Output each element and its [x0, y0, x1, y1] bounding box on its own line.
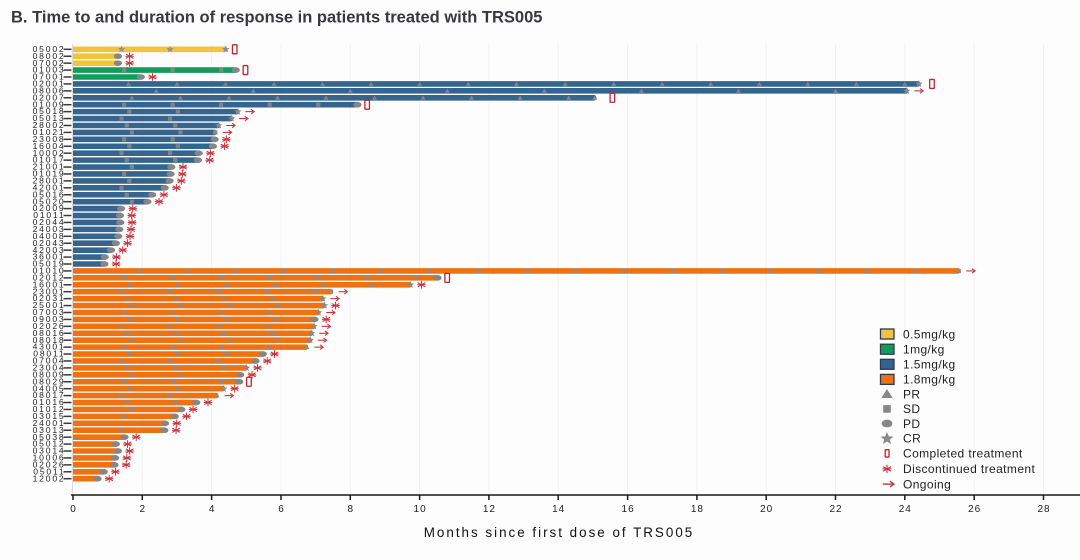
svg-text:05019: 05019: [33, 259, 66, 269]
svg-text:43001: 43001: [33, 342, 66, 352]
svg-text:01011: 01011: [33, 210, 65, 220]
svg-text:03014: 03014: [33, 446, 66, 456]
svg-text:0.5mg/kg: 0.5mg/kg: [903, 327, 956, 341]
svg-text:01010: 01010: [33, 266, 66, 276]
svg-text:1mg/kg: 1mg/kg: [903, 343, 945, 357]
svg-text:02012: 02012: [33, 272, 66, 282]
svg-text:05002: 05002: [33, 44, 66, 54]
svg-text:02007: 02007: [33, 92, 66, 102]
svg-text:01009: 01009: [33, 99, 66, 109]
svg-text:12002: 12002: [33, 473, 66, 483]
svg-text:08009: 08009: [33, 369, 66, 379]
svg-text:18: 18: [691, 504, 704, 515]
svg-text:02031: 02031: [33, 293, 66, 303]
svg-text:05038: 05038: [33, 432, 66, 442]
svg-text:1.5mg/kg: 1.5mg/kg: [903, 358, 956, 372]
svg-text:01003: 01003: [33, 65, 66, 75]
svg-text:16: 16: [622, 504, 635, 515]
svg-text:28: 28: [1037, 504, 1050, 515]
svg-text:02026: 02026: [33, 321, 66, 331]
svg-text:Completed treatment: Completed treatment: [903, 447, 1023, 461]
svg-text:07002: 07002: [33, 58, 66, 68]
svg-text:08017: 08017: [33, 390, 66, 400]
svg-text:21001: 21001: [33, 162, 66, 172]
svg-text:08016: 08016: [33, 328, 66, 338]
svg-text:07003: 07003: [33, 307, 66, 317]
svg-text:03013: 03013: [33, 425, 66, 435]
svg-text:20: 20: [760, 504, 773, 515]
svg-text:0: 0: [70, 504, 77, 515]
svg-text:02044: 02044: [33, 217, 66, 227]
svg-text:42003: 42003: [33, 245, 66, 255]
svg-text:05013: 05013: [33, 113, 66, 123]
svg-text:10006: 10006: [33, 453, 66, 463]
svg-text:PR: PR: [903, 387, 920, 401]
svg-text:24: 24: [899, 504, 912, 515]
svg-text:02009: 02009: [33, 203, 66, 213]
svg-text:05011: 05011: [33, 466, 65, 476]
svg-text:22: 22: [829, 504, 842, 515]
svg-text:05012: 05012: [33, 439, 66, 449]
svg-text:07004: 07004: [33, 356, 66, 366]
svg-text:08029: 08029: [33, 376, 66, 386]
svg-text:01012: 01012: [33, 404, 66, 414]
svg-text:01021: 01021: [33, 127, 66, 137]
svg-text:6: 6: [278, 504, 285, 515]
svg-text:14: 14: [552, 504, 565, 515]
svg-text:24001: 24001: [33, 418, 66, 428]
svg-text:01016: 01016: [33, 397, 66, 407]
svg-text:Discontinued treatment: Discontinued treatment: [903, 462, 1035, 476]
svg-text:Months since first dose of TRS: Months since first dose of TRS005: [424, 525, 694, 540]
svg-text:05016: 05016: [33, 189, 66, 199]
svg-text:04008: 04008: [33, 231, 66, 241]
svg-text:42001: 42001: [33, 182, 66, 192]
svg-text:16001: 16001: [33, 279, 66, 289]
svg-text:2: 2: [140, 504, 147, 515]
svg-text:28002: 28002: [33, 120, 66, 130]
svg-text:36001: 36001: [33, 252, 66, 262]
svg-text:PD: PD: [903, 417, 920, 431]
svg-text:10: 10: [414, 504, 427, 515]
svg-text:05020: 05020: [33, 196, 66, 206]
svg-text:23001: 23001: [33, 286, 66, 296]
svg-text:24003: 24003: [33, 224, 66, 234]
svg-text:09003: 09003: [33, 314, 66, 324]
svg-text:08002: 08002: [33, 51, 66, 61]
svg-text:8: 8: [348, 504, 355, 515]
svg-text:07001: 07001: [33, 72, 66, 82]
svg-text:26: 26: [968, 504, 981, 515]
svg-text:25001: 25001: [33, 300, 66, 310]
svg-text:08018: 08018: [33, 335, 66, 345]
svg-text:12: 12: [483, 504, 496, 515]
svg-text:Ongoing: Ongoing: [903, 477, 951, 491]
svg-text:10002: 10002: [33, 148, 66, 158]
svg-text:4: 4: [209, 504, 216, 515]
svg-text:23004: 23004: [33, 363, 66, 373]
svg-text:03015: 03015: [33, 411, 66, 421]
svg-text:08006: 08006: [33, 85, 66, 95]
svg-text:05018: 05018: [33, 106, 66, 116]
svg-text:08011: 08011: [33, 349, 65, 359]
svg-text:16004: 16004: [33, 141, 66, 151]
svg-text:23008: 23008: [33, 134, 66, 144]
svg-text:04005: 04005: [33, 383, 66, 393]
svg-text:01017: 01017: [33, 155, 66, 165]
svg-text:01019: 01019: [33, 169, 66, 179]
svg-text:B. Time to and duration of res: B. Time to and duration of response in p…: [11, 9, 542, 27]
svg-text:28001: 28001: [33, 175, 66, 185]
svg-text:02026: 02026: [33, 459, 66, 469]
svg-text:CR: CR: [903, 432, 921, 446]
svg-text:02043: 02043: [33, 238, 66, 248]
svg-text:02001: 02001: [33, 79, 66, 89]
svg-text:1.8mg/kg: 1.8mg/kg: [903, 373, 956, 387]
svg-text:SD: SD: [903, 402, 920, 416]
